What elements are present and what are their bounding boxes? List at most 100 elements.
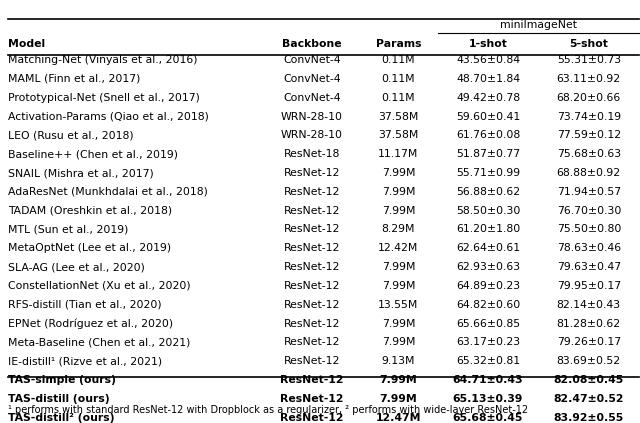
Text: 12.47M: 12.47M <box>376 413 421 423</box>
Text: 55.71±0.99: 55.71±0.99 <box>456 168 520 178</box>
Text: 7.99M: 7.99M <box>381 319 415 329</box>
Text: 79.95±0.17: 79.95±0.17 <box>557 281 621 291</box>
Text: 82.47±0.52: 82.47±0.52 <box>554 394 624 404</box>
Text: 37.58M: 37.58M <box>378 112 419 121</box>
Text: 82.08±0.45: 82.08±0.45 <box>554 375 624 385</box>
Text: ConvNet-4: ConvNet-4 <box>283 74 341 84</box>
Text: 58.50±0.30: 58.50±0.30 <box>456 206 520 216</box>
Text: 64.82±0.60: 64.82±0.60 <box>456 300 520 310</box>
Text: 9.13M: 9.13M <box>381 356 415 366</box>
Text: ConvNet-4: ConvNet-4 <box>283 93 341 103</box>
Text: 65.13±0.39: 65.13±0.39 <box>453 394 523 404</box>
Text: 71.94±0.57: 71.94±0.57 <box>557 187 621 197</box>
Text: MTL (Sun et al., 2019): MTL (Sun et al., 2019) <box>8 225 128 234</box>
Text: ConstellationNet (Xu et al., 2020): ConstellationNet (Xu et al., 2020) <box>8 281 190 291</box>
Text: TADAM (Oreshkin et al., 2018): TADAM (Oreshkin et al., 2018) <box>8 206 172 216</box>
Text: ResNet-12: ResNet-12 <box>284 243 340 253</box>
Text: 0.11M: 0.11M <box>381 55 415 65</box>
Text: ¹ performs with standard ResNet-12 with Dropblock as a regularizer, ² performs w: ¹ performs with standard ResNet-12 with … <box>8 405 528 415</box>
Text: 62.93±0.63: 62.93±0.63 <box>456 262 520 272</box>
Text: 7.99M: 7.99M <box>380 375 417 385</box>
Text: 63.17±0.23: 63.17±0.23 <box>456 338 520 347</box>
Text: ResNet-12: ResNet-12 <box>284 225 340 234</box>
Text: ResNet-12: ResNet-12 <box>284 319 340 329</box>
Text: Activation-Params (Qiao et al., 2018): Activation-Params (Qiao et al., 2018) <box>8 112 209 121</box>
Text: 81.28±0.62: 81.28±0.62 <box>557 319 621 329</box>
Text: 43.56±0.84: 43.56±0.84 <box>456 55 520 65</box>
Text: 59.60±0.41: 59.60±0.41 <box>456 112 520 121</box>
Text: 56.88±0.62: 56.88±0.62 <box>456 187 520 197</box>
Text: AdaResNet (Munkhdalai et al., 2018): AdaResNet (Munkhdalai et al., 2018) <box>8 187 207 197</box>
Text: 62.64±0.61: 62.64±0.61 <box>456 243 520 253</box>
Text: 51.87±0.77: 51.87±0.77 <box>456 149 520 159</box>
Text: 37.58M: 37.58M <box>378 130 419 140</box>
Text: 1-shot: 1-shot <box>468 39 508 49</box>
Text: Baseline++ (Chen et al., 2019): Baseline++ (Chen et al., 2019) <box>8 149 178 159</box>
Text: 83.92±0.55: 83.92±0.55 <box>554 413 624 423</box>
Text: ResNet-12: ResNet-12 <box>280 375 344 385</box>
Text: 8.29M: 8.29M <box>381 225 415 234</box>
Text: WRN-28-10: WRN-28-10 <box>281 112 343 121</box>
Text: ResNet-12: ResNet-12 <box>284 281 340 291</box>
Text: 7.99M: 7.99M <box>381 281 415 291</box>
Text: 73.74±0.19: 73.74±0.19 <box>557 112 621 121</box>
Text: 65.32±0.81: 65.32±0.81 <box>456 356 520 366</box>
Text: 75.50±0.80: 75.50±0.80 <box>557 225 621 234</box>
Text: ResNet-18: ResNet-18 <box>284 149 340 159</box>
Text: LEO (Rusu et al., 2018): LEO (Rusu et al., 2018) <box>8 130 133 140</box>
Text: 11.17M: 11.17M <box>378 149 419 159</box>
Text: SLA-AG (Lee et al., 2020): SLA-AG (Lee et al., 2020) <box>8 262 145 272</box>
Text: 7.99M: 7.99M <box>380 394 417 404</box>
Text: 7.99M: 7.99M <box>381 262 415 272</box>
Text: 77.59±0.12: 77.59±0.12 <box>557 130 621 140</box>
Text: 68.88±0.92: 68.88±0.92 <box>557 168 621 178</box>
Text: 5-shot: 5-shot <box>570 39 608 49</box>
Text: 61.76±0.08: 61.76±0.08 <box>456 130 520 140</box>
Text: 7.99M: 7.99M <box>381 206 415 216</box>
Text: 55.31±0.73: 55.31±0.73 <box>557 55 621 65</box>
Text: 65.66±0.85: 65.66±0.85 <box>456 319 520 329</box>
Text: SNAIL (Mishra et al., 2017): SNAIL (Mishra et al., 2017) <box>8 168 154 178</box>
Text: 64.71±0.43: 64.71±0.43 <box>452 375 524 385</box>
Text: MetaOptNet (Lee et al., 2019): MetaOptNet (Lee et al., 2019) <box>8 243 171 253</box>
Text: MAML (Finn et al., 2017): MAML (Finn et al., 2017) <box>8 74 140 84</box>
Text: Prototypical-Net (Snell et al., 2017): Prototypical-Net (Snell et al., 2017) <box>8 93 200 103</box>
Text: 0.11M: 0.11M <box>381 93 415 103</box>
Text: ResNet-12: ResNet-12 <box>280 394 344 404</box>
Text: 64.89±0.23: 64.89±0.23 <box>456 281 520 291</box>
Text: 75.68±0.63: 75.68±0.63 <box>557 149 621 159</box>
Text: ResNet-12: ResNet-12 <box>280 413 344 423</box>
Text: ResNet-12: ResNet-12 <box>284 262 340 272</box>
Text: 48.70±1.84: 48.70±1.84 <box>456 74 520 84</box>
Text: ResNet-12: ResNet-12 <box>284 338 340 347</box>
Text: Backbone: Backbone <box>282 39 342 49</box>
Text: RFS-distill (Tian et al., 2020): RFS-distill (Tian et al., 2020) <box>8 300 161 310</box>
Text: ResNet-12: ResNet-12 <box>284 168 340 178</box>
Text: ResNet-12: ResNet-12 <box>284 187 340 197</box>
Text: 82.14±0.43: 82.14±0.43 <box>557 300 621 310</box>
Text: miniImageNet: miniImageNet <box>500 20 577 30</box>
Text: 83.69±0.52: 83.69±0.52 <box>557 356 621 366</box>
Text: TAS-simple (ours): TAS-simple (ours) <box>8 375 116 385</box>
Text: 79.26±0.17: 79.26±0.17 <box>557 338 621 347</box>
Text: 61.20±1.80: 61.20±1.80 <box>456 225 520 234</box>
Text: 78.63±0.46: 78.63±0.46 <box>557 243 621 253</box>
Text: ResNet-12: ResNet-12 <box>284 356 340 366</box>
Text: Matching-Net (Vinyals et al., 2016): Matching-Net (Vinyals et al., 2016) <box>8 55 197 65</box>
Text: 76.70±0.30: 76.70±0.30 <box>557 206 621 216</box>
Text: Meta-Baseline (Chen et al., 2021): Meta-Baseline (Chen et al., 2021) <box>8 338 190 347</box>
Text: 0.11M: 0.11M <box>381 74 415 84</box>
Text: 63.11±0.92: 63.11±0.92 <box>557 74 621 84</box>
Text: 65.68±0.45: 65.68±0.45 <box>453 413 523 423</box>
Text: IE-distill¹ (Rizve et al., 2021): IE-distill¹ (Rizve et al., 2021) <box>8 356 162 366</box>
Text: TAS-distill² (ours): TAS-distill² (ours) <box>8 413 114 423</box>
Text: ResNet-12: ResNet-12 <box>284 206 340 216</box>
Text: Params: Params <box>376 39 421 49</box>
Text: 13.55M: 13.55M <box>378 300 419 310</box>
Text: 7.99M: 7.99M <box>381 338 415 347</box>
Text: 7.99M: 7.99M <box>381 168 415 178</box>
Text: ResNet-12: ResNet-12 <box>284 300 340 310</box>
Text: 12.42M: 12.42M <box>378 243 419 253</box>
Text: Model: Model <box>8 39 45 49</box>
Text: WRN-28-10: WRN-28-10 <box>281 130 343 140</box>
